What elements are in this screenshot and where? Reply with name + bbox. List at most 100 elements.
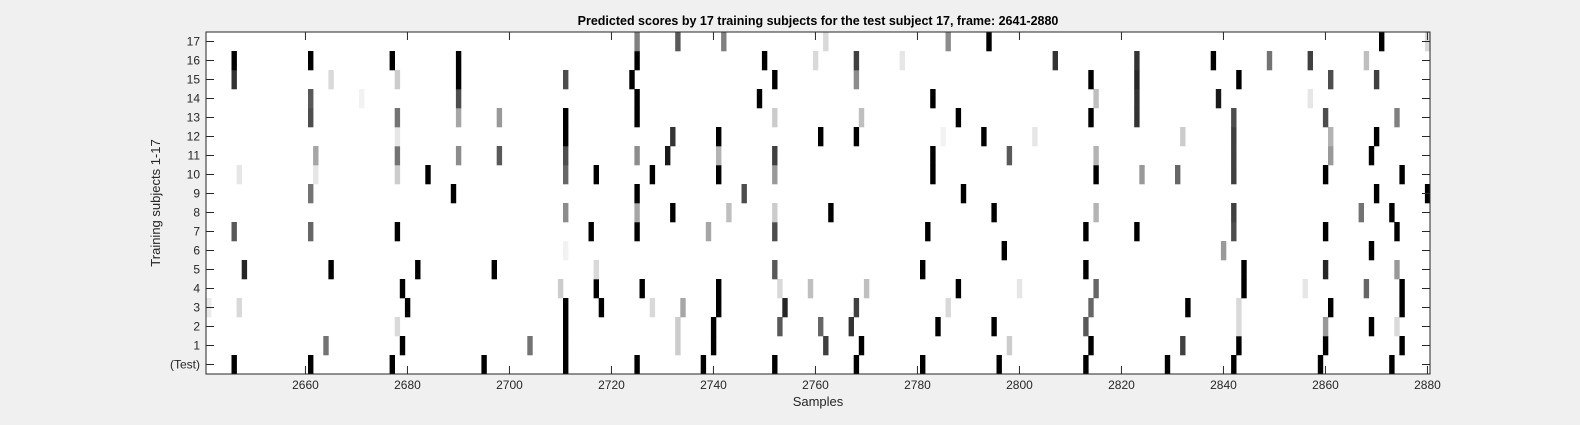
x-tick-label: 2840: [1210, 378, 1237, 392]
heatmap-cell: [777, 279, 783, 299]
heatmap-cell: [1231, 355, 1237, 375]
heatmap-cell: [323, 336, 329, 356]
heatmap-cell: [563, 165, 569, 185]
heatmap-cell: [1093, 146, 1099, 166]
heatmap-cell: [563, 146, 569, 166]
plot-border: [205, 31, 1431, 375]
heatmap-cell: [1389, 355, 1395, 375]
heatmap-cell: [1134, 108, 1140, 128]
heatmap-cell: [1368, 241, 1375, 261]
heatmap-cell: [705, 222, 712, 242]
heatmap-cell: [818, 317, 824, 337]
heatmap-cell: [716, 127, 722, 147]
heatmap-cell: [634, 32, 640, 52]
heatmap-cell: [721, 32, 727, 52]
heatmap-cell: [1210, 51, 1217, 71]
heatmap-cell: [241, 260, 248, 280]
heatmap-cell: [313, 165, 319, 185]
heatmap-cell: [863, 279, 870, 299]
heatmap-cell: [1052, 51, 1058, 71]
heatmap-cell: [1373, 70, 1380, 90]
heatmap-cell: [1241, 279, 1247, 299]
heatmap-cell: [1241, 260, 1247, 280]
y-tick-label: 12: [187, 130, 201, 144]
heatmap-cell: [598, 298, 605, 318]
heatmap-cell: [359, 89, 365, 109]
heatmap-cell: [1307, 89, 1313, 109]
heatmap-cell: [634, 203, 640, 223]
heatmap-cell: [455, 108, 462, 128]
heatmap-cell: [1001, 241, 1007, 261]
heatmap-cell: [675, 32, 681, 52]
heatmap-cell: [308, 184, 314, 204]
y-axis-label: Training subjects 1-17: [148, 139, 163, 266]
heatmap-cell: [1093, 203, 1099, 223]
heatmap-cell: [1394, 108, 1400, 128]
heatmap-cell: [481, 355, 487, 375]
heatmap-cell: [1394, 317, 1400, 337]
heatmap-cell: [772, 222, 778, 242]
heatmap-cell: [308, 51, 314, 71]
heatmap-cell: [308, 89, 314, 109]
heatmap-cell: [557, 279, 564, 299]
heatmap-cell: [853, 355, 860, 375]
heatmap-cell: [675, 317, 681, 337]
heatmap-cell: [496, 146, 503, 166]
heatmap-cell: [700, 355, 707, 375]
heatmap-cell: [389, 355, 395, 375]
chart-title: Predicted scores by 17 training subjects…: [578, 14, 1059, 28]
heatmap-cell: [853, 127, 860, 147]
heatmap-cell: [716, 279, 722, 299]
heatmap-cell: [1328, 298, 1334, 318]
heatmap-cell: [231, 70, 237, 90]
heatmap-cell: [772, 203, 778, 223]
heatmap-cell: [1231, 146, 1237, 166]
heatmap-cell: [1231, 222, 1237, 242]
heatmap-cell: [675, 336, 681, 356]
heatmap-cell: [1373, 184, 1380, 204]
heatmap-cell: [328, 70, 334, 90]
heatmap-cell: [1231, 203, 1237, 223]
heatmap-cell: [399, 279, 406, 299]
heatmap-cell: [1215, 89, 1222, 109]
heatmap-cell: [1134, 51, 1140, 71]
heatmap-cell: [455, 146, 462, 166]
heatmap-cell: [1088, 298, 1094, 318]
heatmap-cell: [1236, 336, 1242, 356]
heatmap-cell: [399, 336, 406, 356]
heatmap-cell: [236, 165, 242, 185]
heatmap-cell: [935, 317, 941, 337]
heatmap-cell: [415, 260, 421, 280]
heatmap-cell: [1389, 203, 1395, 223]
heatmap-cell: [394, 146, 401, 166]
heatmap-cell: [634, 89, 640, 109]
heatmap-cell: [828, 203, 834, 223]
heatmap-cell: [920, 260, 926, 280]
heatmap-cell: [593, 260, 599, 280]
heatmap-cell: [823, 336, 829, 356]
heatmap-cell: [455, 51, 462, 71]
heatmap-cell: [1016, 279, 1023, 299]
heatmap-cell: [649, 298, 656, 318]
heatmap-cell: [1236, 317, 1242, 337]
y-tick-label: 8: [193, 206, 200, 220]
heatmap-cell: [665, 146, 671, 166]
heatmap-cell: [231, 222, 237, 242]
heatmap-cell: [634, 184, 640, 204]
heatmap-cell: [772, 108, 778, 128]
y-tick-label: 6: [193, 244, 200, 258]
heatmap-cell: [1231, 165, 1237, 185]
y-tick-label: 5: [193, 263, 200, 277]
heatmap-cell: [563, 355, 569, 375]
y-tick-label: 1: [193, 339, 200, 353]
heatmap-cell: [563, 70, 569, 90]
y-tick-label: 13: [187, 111, 201, 125]
y-tick-label: 15: [187, 73, 201, 87]
heatmap-cell: [1379, 32, 1385, 52]
heatmap-cell: [394, 127, 401, 147]
y-tick-label: 16: [187, 54, 201, 68]
x-tick-label: 2780: [904, 378, 931, 392]
heatmap-cell: [1236, 70, 1242, 90]
heatmap-cell: [1134, 89, 1140, 109]
heatmap-cell: [772, 165, 778, 185]
